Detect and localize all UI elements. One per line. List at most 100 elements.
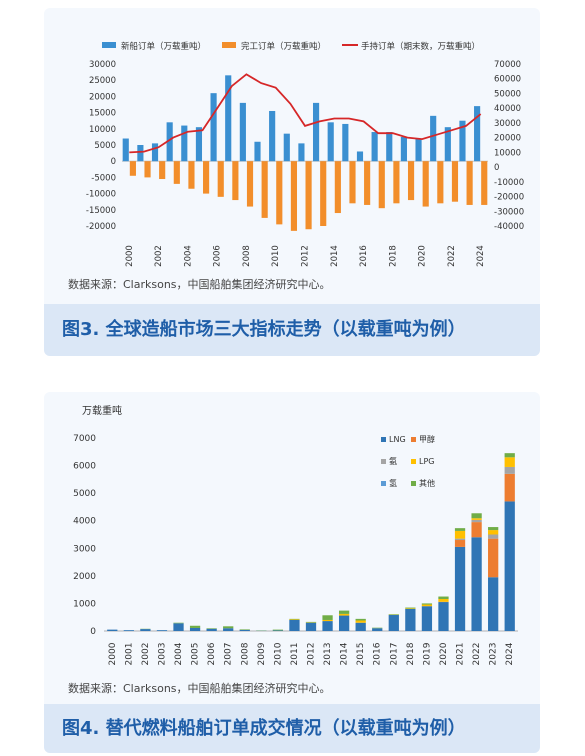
- ytick: 5000: [73, 489, 96, 499]
- fig4-caption: 图4. 替代燃料船舶订单成交情况（以载重吨为例）: [44, 704, 540, 753]
- ytick-left: 0: [111, 157, 116, 167]
- bar-completions: [466, 161, 473, 205]
- bar-segment-LPG: [338, 613, 350, 616]
- bar-new-orders: [195, 127, 203, 162]
- ytick-left: 20000: [89, 92, 116, 102]
- bar-completions: [422, 161, 429, 207]
- legend-label-2: 手持订单（期末数，万载重吨）: [361, 41, 480, 52]
- xtick: 2008: [240, 642, 250, 665]
- bar-new-orders: [254, 141, 261, 162]
- xtick: 2020: [439, 642, 449, 665]
- ytick-right: -40000: [494, 222, 524, 232]
- bar-new-orders: [444, 127, 451, 162]
- bar-segment-其他: [471, 513, 482, 519]
- xtick: 2015: [356, 643, 366, 666]
- bar-segment-其他: [405, 607, 416, 609]
- bar-segment-LNG: [322, 621, 333, 631]
- ytick: 3000: [73, 544, 96, 554]
- xtick: 2018: [406, 642, 416, 665]
- bar-segment-LNG: [156, 630, 168, 631]
- line-orderbook: [129, 73, 482, 154]
- bar-segment-其他: [504, 453, 515, 458]
- xtick: 2020: [418, 245, 428, 267]
- xtick: 2002: [141, 643, 151, 666]
- xtick: 2010: [271, 245, 281, 267]
- bar-completions: [159, 161, 166, 180]
- bar-new-orders: [166, 122, 173, 162]
- bar-segment-其他: [338, 610, 350, 614]
- bar-segment-LNG: [355, 622, 366, 631]
- bar-completions: [246, 161, 254, 207]
- ytick: 1000: [73, 599, 96, 609]
- legend-label: LPG: [419, 457, 434, 466]
- ytick-right: 60000: [494, 75, 521, 85]
- bar-segment-LPG: [454, 530, 466, 539]
- bar-segment-LPG: [405, 608, 416, 609]
- bar-completions: [276, 161, 283, 225]
- bar-completions: [144, 161, 151, 178]
- bar-segment-其他: [438, 596, 449, 600]
- bar-segment-LNG: [388, 615, 399, 631]
- bar-segment-LNG: [289, 619, 300, 631]
- ytick-left: -10000: [86, 190, 116, 200]
- legend-label: 氢: [389, 478, 397, 488]
- xtick: 2004: [183, 245, 193, 267]
- figure4-card: 万载重吨 7000 6000 5000 4000 3000 2000 1000 0 2000 200…: [44, 392, 540, 753]
- bar-segment-甲醇: [471, 522, 482, 538]
- bar-new-orders: [342, 123, 349, 162]
- bar-segment-LPG: [438, 599, 449, 602]
- xtick: 2009: [257, 642, 267, 665]
- ytick-left: -20000: [86, 222, 116, 232]
- bar-new-orders: [298, 143, 305, 162]
- xtick: 2002: [154, 245, 164, 267]
- ytick-right: -20000: [494, 193, 524, 203]
- ytick-left: -15000: [86, 206, 116, 216]
- bar-segment-甲醇: [504, 473, 515, 502]
- bar-segment-LNG: [239, 629, 250, 631]
- bar-segment-LPG: [289, 619, 300, 620]
- bar-segment-LPG: [471, 518, 482, 520]
- bar-completions: [232, 161, 239, 201]
- bar-new-orders: [386, 132, 393, 162]
- xtick: 2003: [157, 643, 167, 666]
- bar-new-orders: [474, 106, 481, 162]
- ytick-left: 15000: [89, 109, 116, 119]
- legend-swatch: [381, 481, 386, 486]
- bar-new-orders: [400, 136, 407, 162]
- bar-completions: [407, 161, 415, 201]
- ytick-left: 30000: [89, 60, 116, 70]
- bar-completions: [290, 161, 298, 231]
- ytick-right: 30000: [494, 119, 521, 129]
- ytick-right: 20000: [494, 134, 521, 144]
- bar-completions: [320, 161, 327, 226]
- bar-segment-LNG: [338, 615, 350, 631]
- bar-new-orders: [269, 110, 276, 162]
- xtick: 2010: [273, 642, 283, 665]
- bar-segment-其他: [189, 625, 201, 628]
- xtick: 2012: [301, 245, 311, 267]
- bar-segment-其他: [289, 618, 300, 620]
- ytick-left: 10000: [89, 125, 116, 135]
- legend-label-1: 完工订单（万载重吨）: [241, 41, 326, 52]
- y-axis-unit: 万载重吨: [82, 404, 122, 417]
- bar-completions: [334, 161, 341, 214]
- bar-segment-LNG: [140, 629, 151, 631]
- xtick: 2014: [330, 245, 340, 267]
- bar-completions: [305, 161, 312, 230]
- xtick: 2014: [340, 642, 350, 665]
- legend-swatch: [381, 459, 386, 464]
- bar-segment-氨: [488, 534, 499, 539]
- bar-completions: [451, 161, 459, 202]
- bar-segment-其他: [372, 627, 383, 629]
- legend-swatch-1: [222, 42, 236, 48]
- bar-segment-LNG: [305, 622, 317, 631]
- bar-new-orders: [415, 138, 422, 162]
- bar-segment-其他: [206, 628, 217, 629]
- xtick: 2007: [224, 643, 234, 666]
- bar-new-orders: [151, 143, 159, 162]
- legend-label: 氨: [389, 456, 397, 466]
- bar-completions: [129, 161, 136, 176]
- ytick-left: -5000: [91, 173, 116, 183]
- xtick: 2006: [213, 245, 223, 267]
- ytick-right: 0: [494, 163, 499, 173]
